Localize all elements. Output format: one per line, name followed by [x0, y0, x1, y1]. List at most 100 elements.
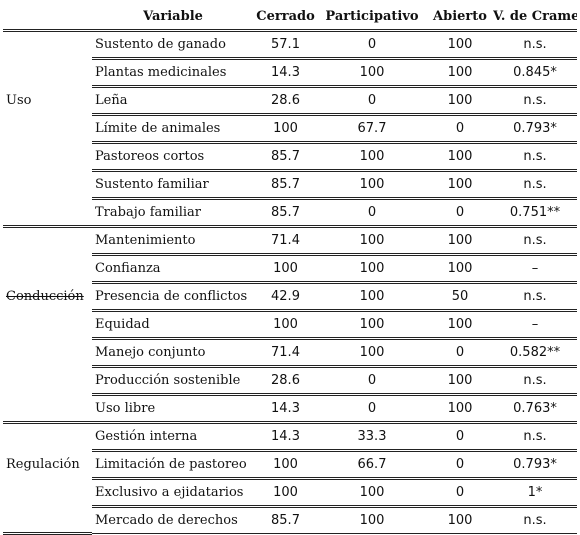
cerrado-cell: 28.6 — [254, 366, 317, 396]
participativo-cell: 0 — [317, 366, 427, 396]
abierto-cell: 0 — [427, 338, 493, 368]
participativo-cell: 0 — [317, 394, 427, 424]
table-row: Uso libre 14.3 0 100 0.763* — [3, 394, 577, 424]
variable-cell: Mantenimiento — [92, 226, 254, 256]
group-label-conduccion-text: Conducción — [6, 289, 84, 304]
group-cell — [3, 227, 92, 255]
group-cell — [3, 59, 92, 87]
group-label-regulacion: Regulación — [6, 457, 80, 472]
header-abierto: Abierto — [427, 4, 493, 32]
group-cell — [3, 423, 92, 451]
cerrado-cell: 42.9 — [254, 282, 317, 312]
cramer-cell: n.s. — [493, 170, 577, 200]
abierto-cell: 100 — [427, 366, 493, 396]
cerrado-cell: 85.7 — [254, 170, 317, 200]
group-cell — [3, 255, 92, 283]
table-row: Uso Leña 28.6 0 100 n.s. — [3, 86, 577, 116]
cerrado-cell: 100 — [254, 254, 317, 284]
cramer-cell: n.s. — [493, 366, 577, 396]
group-cell — [3, 506, 92, 535]
cramer-cell: 0.845* — [493, 58, 577, 88]
cramer-cell: – — [493, 310, 577, 340]
variable-cell: Equidad — [92, 310, 254, 340]
participativo-cell: 0 — [317, 30, 427, 60]
cramer-cell: – — [493, 254, 577, 284]
table-row: Mercado de derechos 85.7 100 100 n.s. — [3, 506, 577, 535]
table-row: Pastoreos cortos 85.7 100 100 n.s. — [3, 142, 577, 172]
cerrado-cell: 85.7 — [254, 506, 317, 534]
abierto-cell: 100 — [427, 310, 493, 340]
abierto-cell: 0 — [427, 198, 493, 228]
variable-cell: Gestión interna — [92, 422, 254, 452]
group-cell — [3, 143, 92, 171]
variable-cell: Mercado de derechos — [92, 506, 254, 534]
cerrado-cell: 100 — [254, 310, 317, 340]
table-row: Gestión interna 14.3 33.3 0 n.s. — [3, 422, 577, 452]
participativo-cell: 0 — [317, 86, 427, 116]
participativo-cell: 100 — [317, 142, 427, 172]
cramer-cell: 0.763* — [493, 394, 577, 424]
variable-cell: Presencia de conflictos — [92, 282, 254, 312]
group-cell — [3, 31, 92, 59]
participativo-cell: 100 — [317, 170, 427, 200]
header-cerrado: Cerrado — [254, 4, 317, 32]
variable-cell: Sustento de ganado — [92, 30, 254, 60]
table-body: Sustento de ganado 57.1 0 100 n.s. Plant… — [3, 30, 577, 535]
group-label-conduccion: Conducción — [3, 283, 92, 311]
group-cell — [3, 339, 92, 367]
abierto-cell: 100 — [427, 506, 493, 534]
variable-cell: Plantas medicinales — [92, 58, 254, 88]
variable-cell: Leña — [92, 86, 254, 116]
abierto-cell: 0 — [427, 114, 493, 144]
participativo-cell: 100 — [317, 226, 427, 256]
cramer-cell: 0.793* — [493, 114, 577, 144]
header-variable: Variable — [92, 4, 254, 32]
cerrado-cell: 71.4 — [254, 338, 317, 368]
cerrado-cell: 28.6 — [254, 86, 317, 116]
participativo-cell: 100 — [317, 506, 427, 534]
variable-cell: Limitación de pastoreo — [92, 450, 254, 480]
cramer-cell: n.s. — [493, 30, 577, 60]
cramer-cell: 0.751** — [493, 198, 577, 228]
table-row: Equidad 100 100 100 – — [3, 310, 577, 340]
abierto-cell: 100 — [427, 170, 493, 200]
group-cell — [3, 198, 92, 228]
group-cell — [3, 394, 92, 424]
cramer-cell: 0.793* — [493, 450, 577, 480]
cerrado-cell: 71.4 — [254, 226, 317, 256]
cerrado-cell: 57.1 — [254, 30, 317, 60]
abierto-cell: 100 — [427, 394, 493, 424]
variable-cell: Uso libre — [92, 394, 254, 424]
table-row: Sustento familiar 85.7 100 100 n.s. — [3, 170, 577, 200]
variable-cell: Producción sostenible — [92, 366, 254, 396]
group-cell — [3, 171, 92, 199]
cerrado-cell: 85.7 — [254, 198, 317, 228]
cramer-table: Variable Cerrado Participativo Abierto V… — [3, 4, 577, 535]
participativo-cell: 66.7 — [317, 450, 427, 480]
group-label-uso: Uso — [6, 93, 32, 108]
cerrado-cell: 14.3 — [254, 58, 317, 88]
table-header-row: Variable Cerrado Participativo Abierto V… — [3, 4, 577, 32]
variable-cell: Límite de animales — [92, 114, 254, 144]
data-table-container: Variable Cerrado Participativo Abierto V… — [3, 4, 577, 535]
participativo-cell: 100 — [317, 338, 427, 368]
table-row: Límite de animales 100 67.7 0 0.793* — [3, 114, 577, 144]
variable-cell: Trabajo familiar — [92, 198, 254, 228]
participativo-cell: 100 — [317, 254, 427, 284]
group-cell — [3, 311, 92, 339]
cramer-cell: n.s. — [493, 282, 577, 312]
abierto-cell: 100 — [427, 30, 493, 60]
cerrado-cell: 14.3 — [254, 422, 317, 452]
variable-cell: Manejo conjunto — [92, 338, 254, 368]
cramer-cell: n.s. — [493, 86, 577, 116]
table-row: Regulación Limitación de pastoreo 100 66… — [3, 450, 577, 480]
cerrado-cell: 85.7 — [254, 142, 317, 172]
abierto-cell: 100 — [427, 254, 493, 284]
header-cramer: V. de Cramer — [493, 4, 577, 32]
participativo-cell: 100 — [317, 310, 427, 340]
table-row: Mantenimiento 71.4 100 100 n.s. — [3, 226, 577, 256]
cerrado-cell: 100 — [254, 450, 317, 480]
cramer-cell: n.s. — [493, 142, 577, 172]
cramer-cell: n.s. — [493, 226, 577, 256]
participativo-cell: 100 — [317, 282, 427, 312]
